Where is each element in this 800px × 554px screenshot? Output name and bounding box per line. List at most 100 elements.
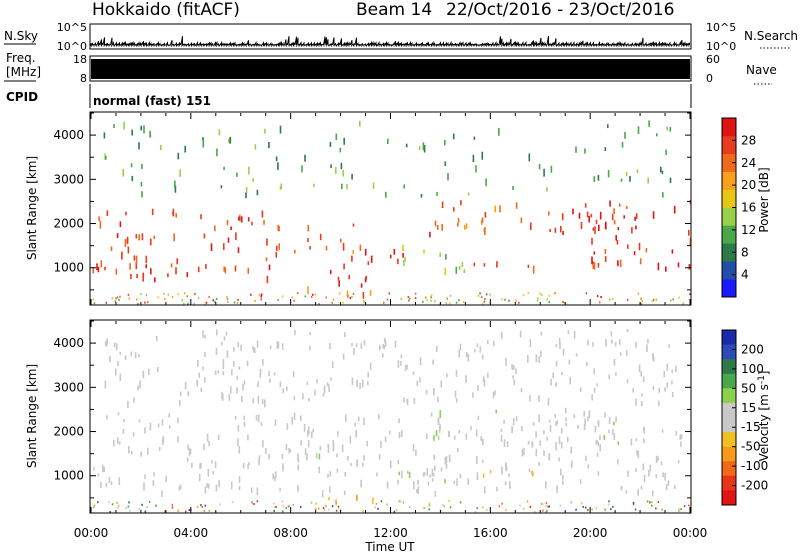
echo-cell bbox=[281, 500, 284, 503]
echo-cell bbox=[179, 484, 182, 490]
echo-cell bbox=[308, 398, 310, 402]
echo-cell bbox=[483, 263, 486, 267]
echo-cell bbox=[666, 126, 668, 131]
echo-cell bbox=[274, 471, 277, 478]
echo-cell bbox=[234, 416, 237, 420]
echo-cell bbox=[617, 260, 619, 267]
echo-cell bbox=[282, 295, 284, 298]
echo-cell bbox=[461, 262, 464, 267]
echo-cell bbox=[494, 390, 496, 396]
echo-cell bbox=[511, 425, 513, 434]
echo-cell bbox=[599, 435, 601, 441]
echo-cell bbox=[600, 296, 602, 298]
echo-cell bbox=[484, 211, 487, 218]
echo-cell bbox=[307, 286, 309, 295]
echo-cell bbox=[312, 429, 314, 433]
echo-cell bbox=[549, 424, 552, 432]
echo-cell bbox=[657, 501, 660, 504]
echo-cell bbox=[425, 389, 428, 395]
echo-cell bbox=[608, 500, 610, 503]
echo-cell bbox=[268, 453, 270, 460]
echo-cell bbox=[293, 412, 296, 420]
echo-cell bbox=[242, 383, 244, 391]
echo-cell bbox=[307, 238, 309, 242]
echo-cell bbox=[651, 300, 654, 303]
echo-cell bbox=[422, 300, 424, 303]
echo-cell bbox=[356, 461, 358, 467]
noise-left-tick-top: 10^5 bbox=[57, 21, 87, 34]
echo-cell bbox=[482, 459, 484, 463]
echo-cell bbox=[459, 343, 462, 351]
echo-cell bbox=[278, 243, 280, 250]
echo-cell bbox=[661, 508, 663, 511]
echo-cell bbox=[611, 213, 614, 221]
echo-cell bbox=[598, 224, 600, 231]
echo-cell bbox=[423, 249, 425, 254]
echo-cell bbox=[304, 448, 307, 456]
echo-cell bbox=[426, 433, 428, 440]
echo-cell bbox=[316, 378, 318, 384]
echo-cell bbox=[527, 355, 529, 363]
echo-cell bbox=[132, 432, 135, 437]
ytick-label: 2000 bbox=[53, 217, 84, 231]
echo-cell bbox=[613, 208, 615, 214]
echo-cell bbox=[285, 507, 287, 510]
echo-cell bbox=[635, 468, 637, 472]
echo-cell bbox=[483, 486, 486, 494]
echo-cell bbox=[313, 183, 315, 188]
colorbar-swatch bbox=[722, 344, 736, 360]
echo-cell bbox=[203, 510, 205, 513]
echo-cell bbox=[351, 342, 353, 347]
echo-cell bbox=[219, 503, 221, 506]
echo-cell bbox=[400, 361, 402, 366]
echo-cell bbox=[646, 500, 649, 503]
echo-cell bbox=[105, 482, 108, 488]
echo-cell bbox=[327, 443, 329, 448]
echo-cell bbox=[414, 297, 417, 300]
echo-cell bbox=[579, 479, 582, 484]
echo-cell bbox=[455, 266, 458, 274]
echo-cell bbox=[247, 464, 249, 469]
echo-cell bbox=[338, 280, 340, 287]
echo-cell bbox=[403, 397, 405, 403]
echo-cell bbox=[418, 146, 421, 151]
echo-cell bbox=[308, 426, 310, 435]
echo-cell bbox=[222, 363, 225, 370]
echo-cell bbox=[562, 300, 564, 303]
echo-cell bbox=[532, 471, 534, 477]
echo-cell bbox=[113, 439, 115, 447]
echo-cell bbox=[335, 133, 338, 140]
echo-cell bbox=[511, 363, 513, 369]
echo-cell bbox=[171, 503, 174, 506]
echo-cell bbox=[292, 503, 294, 506]
echo-cell bbox=[566, 436, 569, 443]
echo-cell bbox=[210, 243, 213, 251]
echo-cell bbox=[474, 510, 477, 513]
echo-cell bbox=[119, 295, 121, 298]
velocity-ylabel: Slant Range [km] bbox=[25, 364, 39, 468]
echo-cell bbox=[677, 460, 680, 464]
echo-cell bbox=[397, 258, 399, 265]
echo-cell bbox=[256, 340, 259, 348]
echo-cell bbox=[104, 380, 107, 389]
echo-cell bbox=[145, 255, 148, 264]
echo-cell bbox=[177, 152, 180, 160]
echo-cell bbox=[562, 348, 565, 356]
echo-cell bbox=[398, 431, 401, 439]
echo-cell bbox=[300, 506, 302, 509]
echo-cell bbox=[595, 440, 598, 445]
echo-cell bbox=[297, 453, 299, 462]
echo-cell bbox=[227, 301, 229, 303]
echo-cell bbox=[300, 415, 302, 421]
echo-cell bbox=[501, 298, 503, 301]
echo-cell bbox=[446, 297, 448, 300]
echo-cell bbox=[279, 381, 282, 388]
ytick-label: 3000 bbox=[53, 380, 84, 394]
echo-cell bbox=[382, 353, 384, 358]
noise-right-tick-bottom: 10^0 bbox=[706, 40, 736, 53]
echo-cell bbox=[473, 262, 476, 267]
echo-cell bbox=[671, 380, 673, 385]
echo-cell bbox=[669, 177, 672, 183]
echo-cell bbox=[434, 490, 437, 497]
echo-cell bbox=[138, 142, 140, 150]
